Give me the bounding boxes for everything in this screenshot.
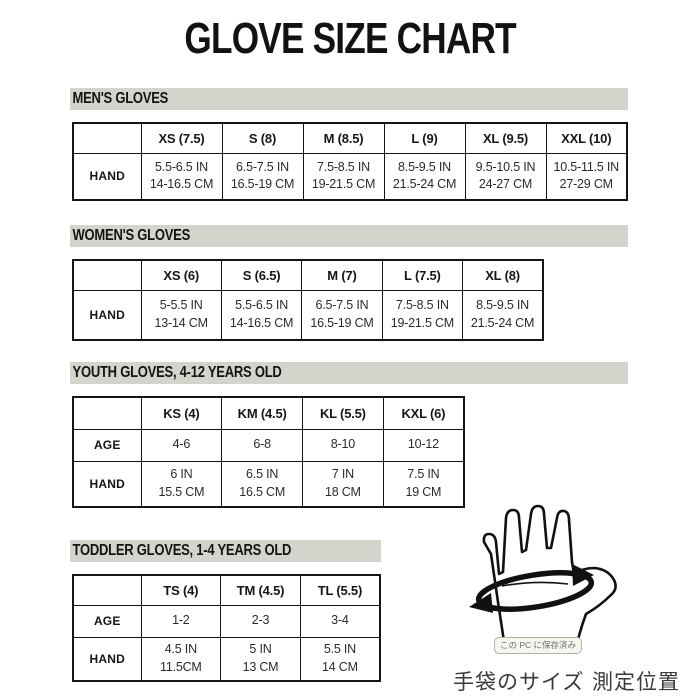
youth-gloves-table: KS (4) KM (4.5) KL (5.5) KXL (6) AGE 4-6… (72, 396, 465, 508)
size-value-cell: 4.5 IN 11.5CM (140, 636, 222, 682)
section-heading-label: TODDLER GLOVES, 1-4 YEARS OLD (72, 542, 292, 559)
column-header-cell: M (8.5) (302, 122, 385, 154)
womens-gloves-table: XS (6) S (6.5) M (7) L (7.5) XL (8) HAND… (72, 259, 544, 341)
column-header-cell: XS (6) (140, 259, 222, 291)
hand-outline (482, 504, 617, 650)
hand-measurement-illustration (450, 490, 650, 655)
size-value-cell: 5-5.5 IN 13-14 CM (140, 289, 222, 341)
size-value-cell: 6 IN 15.5 CM (140, 460, 223, 508)
corner-cell (72, 574, 142, 606)
size-value-cell: 6.5-7.5 IN 16.5-19 CM (221, 152, 304, 201)
corner-cell (72, 122, 142, 154)
size-value-cell: 7.5-8.5 IN 19-21.5 CM (381, 289, 464, 341)
column-header-cell: KM (4.5) (221, 396, 303, 430)
age-value-cell: 10-12 (382, 428, 465, 462)
table-row: HAND 5-5.5 IN 13-14 CM 5.5-6.5 IN 14-16.… (72, 289, 544, 341)
table-row: HAND 5.5-6.5 IN 14-16.5 CM 6.5-7.5 IN 16… (72, 152, 628, 201)
column-header-cell: XL (9.5) (464, 122, 547, 154)
column-header-cell: TM (4.5) (220, 574, 301, 606)
row-label-cell: AGE (72, 428, 142, 462)
measure-loop-back-line (501, 581, 569, 587)
table-row: AGE 4-6 6-8 8-10 10-12 (72, 428, 465, 462)
size-value-cell: 9.5-10.5 IN 24-27 CM (464, 152, 547, 201)
size-value-cell: 7.5 IN 19 CM (382, 460, 465, 508)
table-row: HAND 6 IN 15.5 CM 6.5 IN 16.5 CM 7 IN 18… (72, 460, 465, 508)
table-header-row: XS (7.5) S (8) M (8.5) L (9) XL (9.5) XX… (72, 122, 628, 154)
table-header-row: XS (6) S (6.5) M (7) L (7.5) XL (8) (72, 259, 544, 291)
measurement-arrow-icon (469, 564, 595, 613)
column-header-cell: KL (5.5) (302, 396, 384, 430)
column-header-cell: L (9) (383, 122, 466, 154)
age-value-cell: 2-3 (220, 604, 301, 638)
size-value-cell: 7 IN 18 CM (302, 460, 384, 508)
column-header-cell: KXL (6) (382, 396, 465, 430)
size-value-cell: 5.5 IN 14 CM (299, 636, 381, 682)
hand-illustration (469, 504, 617, 650)
row-label-cell: HAND (72, 636, 142, 682)
table-header-row: TS (4) TM (4.5) TL (5.5) (72, 574, 381, 606)
table-row: AGE 1-2 2-3 3-4 (72, 604, 381, 638)
saved-to-pc-badge: この PC に保存済み (494, 637, 583, 654)
size-value-cell: 8.5-9.5 IN 21.5-24 CM (462, 289, 544, 341)
row-label-cell: AGE (72, 604, 142, 638)
size-value-cell: 5.5-6.5 IN 14-16.5 CM (140, 152, 223, 201)
size-value-cell: 7.5-8.5 IN 19-21.5 CM (302, 152, 385, 201)
size-value-cell: 5 IN 13 CM (220, 636, 301, 682)
column-header-cell: L (7.5) (381, 259, 464, 291)
section-header-womens: WOMEN'S GLOVES (70, 225, 628, 247)
column-header-cell: TL (5.5) (299, 574, 381, 606)
size-value-cell: 8.5-9.5 IN 21.5-24 CM (383, 152, 466, 201)
size-value-cell: 5.5-6.5 IN 14-16.5 CM (220, 289, 303, 341)
corner-cell (72, 396, 142, 430)
size-value-cell: 6.5-7.5 IN 16.5-19 CM (301, 289, 383, 341)
table-header-row: KS (4) KM (4.5) KL (5.5) KXL (6) (72, 396, 465, 430)
section-heading-label: MEN'S GLOVES (72, 90, 169, 107)
table-row: HAND 4.5 IN 11.5CM 5 IN 13 CM 5.5 IN 14 … (72, 636, 381, 682)
age-value-cell: 3-4 (299, 604, 381, 638)
column-header-cell: XL (8) (462, 259, 544, 291)
row-label-cell: HAND (72, 289, 142, 341)
size-value-cell: 10.5-11.5 IN 27-29 CM (545, 152, 628, 201)
section-heading-label: WOMEN'S GLOVES (72, 227, 191, 244)
size-value-cell: 6.5 IN 16.5 CM (221, 460, 303, 508)
column-header-cell: M (7) (301, 259, 383, 291)
age-value-cell: 1-2 (140, 604, 222, 638)
row-label-cell: HAND (72, 460, 142, 508)
age-value-cell: 6-8 (221, 428, 303, 462)
age-value-cell: 8-10 (302, 428, 384, 462)
row-label-cell: HAND (72, 152, 142, 201)
section-heading-label: YOUTH GLOVES, 4-12 YEARS OLD (72, 364, 282, 381)
mens-gloves-table: XS (7.5) S (8) M (8.5) L (9) XL (9.5) XX… (72, 122, 628, 201)
column-header-cell: S (6.5) (220, 259, 303, 291)
corner-cell (72, 259, 142, 291)
column-header-cell: XXL (10) (545, 122, 628, 154)
toddler-gloves-table: TS (4) TM (4.5) TL (5.5) AGE 1-2 2-3 3-4… (72, 574, 381, 682)
column-header-cell: XS (7.5) (140, 122, 223, 154)
section-header-mens: MEN'S GLOVES (70, 88, 628, 110)
page-title: GLOVE SIZE CHART (184, 14, 516, 63)
section-header-youth: YOUTH GLOVES, 4-12 YEARS OLD (70, 362, 628, 384)
column-header-cell: TS (4) (140, 574, 222, 606)
column-header-cell: S (8) (221, 122, 304, 154)
measurement-caption: 手袋のサイズ 測定位置 (453, 670, 681, 694)
column-header-cell: KS (4) (140, 396, 223, 430)
section-header-toddler: TODDLER GLOVES, 1-4 YEARS OLD (70, 540, 381, 562)
age-value-cell: 4-6 (140, 428, 223, 462)
